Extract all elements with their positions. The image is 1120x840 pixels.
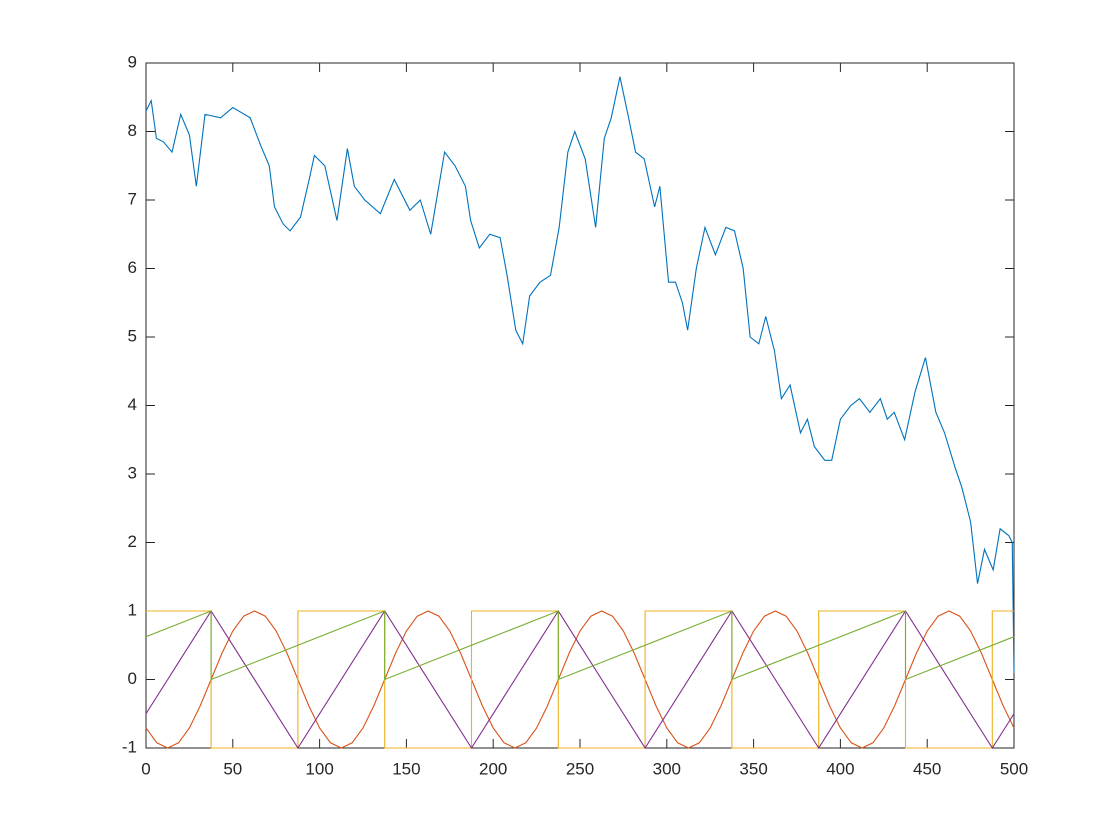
y-tick-label: 6: [128, 258, 137, 277]
x-tick-label: 200: [479, 759, 507, 778]
x-tick-label: 0: [141, 759, 150, 778]
y-tick-label: 9: [128, 52, 137, 71]
x-tick-label: 50: [223, 759, 242, 778]
y-tick-label: 1: [128, 600, 137, 619]
y-tick-label: -1: [122, 737, 137, 756]
y-tick-label: 2: [128, 532, 137, 551]
data-line: [145, 609, 1015, 750]
x-tick-label: 450: [913, 759, 941, 778]
y-tick-label: 3: [128, 463, 137, 482]
x-tick-label: 100: [305, 759, 333, 778]
x-tick-label: 400: [826, 759, 854, 778]
data-line: [145, 76, 1015, 673]
x-tick-label: 150: [392, 759, 420, 778]
y-tick-label: 0: [128, 669, 137, 688]
x-tick-label: 500: [1000, 759, 1028, 778]
data-line: [145, 610, 1015, 749]
data-line: [145, 610, 1015, 681]
x-tick-label: 250: [566, 759, 594, 778]
x-tick-label: 350: [739, 759, 767, 778]
y-tick-label: 4: [128, 395, 137, 414]
x-tick-label: 300: [653, 759, 681, 778]
y-tick-label: 5: [128, 326, 137, 345]
y-tick-label: 7: [128, 189, 137, 208]
y-tick-label: 8: [128, 121, 137, 140]
